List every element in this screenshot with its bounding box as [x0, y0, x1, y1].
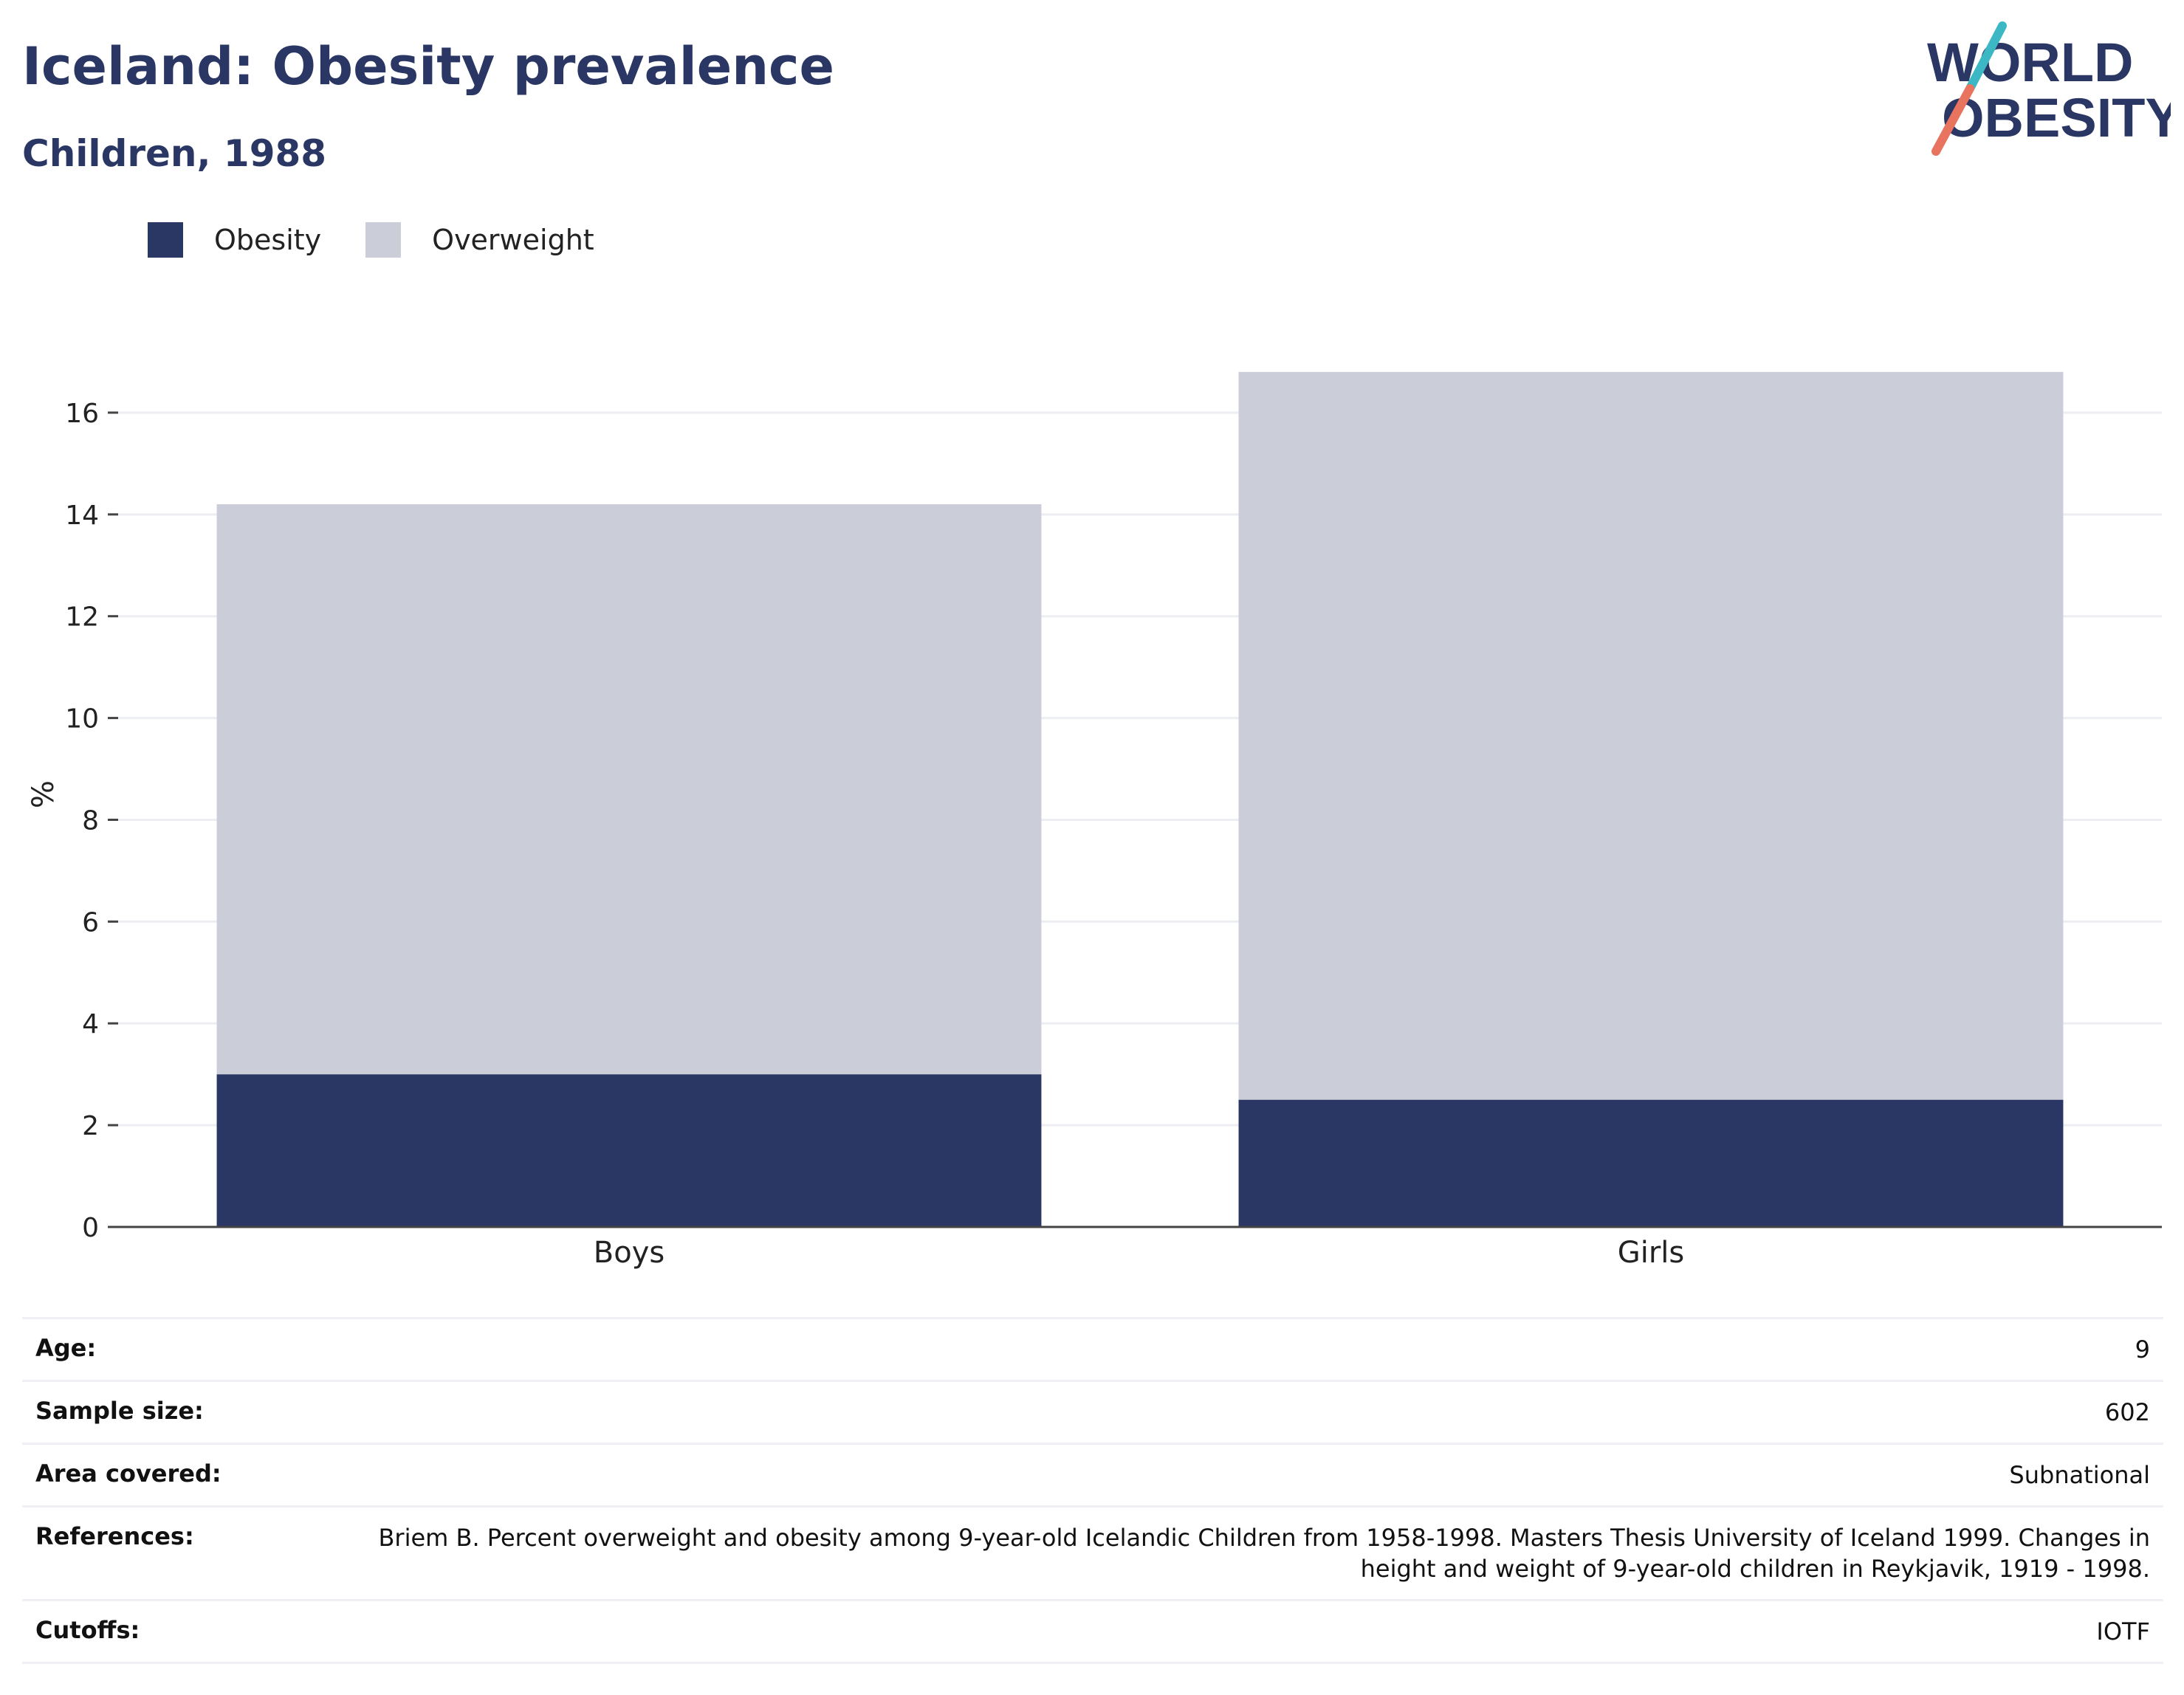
y-tick-label: 4	[82, 1009, 99, 1039]
legend-label-obesity: Obesity	[214, 224, 322, 256]
info-value: Subnational	[344, 1443, 2163, 1507]
y-tick-label: 8	[82, 805, 99, 836]
info-key: Cutoffs:	[22, 1600, 344, 1664]
legend-item-obesity[interactable]: Obesity	[148, 222, 321, 258]
legend-item-overweight[interactable]: Overweight	[365, 222, 594, 258]
chart-title: Iceland: Obesity prevalence	[22, 36, 835, 97]
info-key: Area covered:	[22, 1443, 344, 1507]
info-value: 602	[344, 1381, 2163, 1445]
world-obesity-logo: WORLD OBESITY	[1927, 21, 2171, 156]
bar-obesity-boys	[216, 1074, 1042, 1227]
info-row-age: Age: 9	[22, 1317, 2163, 1382]
info-row-references: References: Briem B. Percent overweight …	[22, 1506, 2163, 1601]
bar-overweight-boys	[216, 504, 1042, 1075]
info-row-cutoffs: Cutoffs: IOTF	[22, 1600, 2163, 1664]
stacked-bar-chart: 0 2 4 6 8 10 12 14 16% Boys Girls	[27, 371, 2162, 1270]
x-tick-label: Girls	[1618, 1236, 1685, 1270]
y-tick-label: 2	[82, 1111, 99, 1141]
info-value: Briem B. Percent overweight and obesity …	[344, 1506, 2163, 1601]
info-key: Age:	[22, 1317, 344, 1382]
info-key: References:	[22, 1506, 344, 1601]
y-tick-label: 0	[82, 1213, 99, 1243]
chart-legend: Obesity Overweight	[148, 214, 639, 266]
info-row-area-covered: Area covered: Subnational	[22, 1443, 2163, 1507]
info-value: IOTF	[344, 1600, 2163, 1664]
y-tick-label: 14	[65, 501, 99, 531]
legend-label-overweight: Overweight	[432, 224, 594, 256]
legend-swatch-overweight	[365, 222, 402, 258]
info-value: 9	[344, 1317, 2163, 1382]
svg-text:OBESITY: OBESITY	[1942, 87, 2171, 148]
svg-text:WORLD: WORLD	[1927, 32, 2134, 93]
y-axis-label: %	[27, 780, 61, 808]
info-table: Age: 9 Sample size: 602 Area covered: Su…	[22, 1317, 2163, 1664]
bar-obesity-girls	[1238, 1099, 2064, 1227]
chart-subtitle: Children, 1988	[22, 132, 327, 175]
info-row-sample-size: Sample size: 602	[22, 1381, 2163, 1445]
bar-overweight-girls	[1238, 371, 2064, 1100]
y-tick-label: 16	[65, 399, 99, 429]
y-tick-label: 12	[65, 602, 99, 633]
x-tick-label: Boys	[594, 1236, 665, 1270]
info-key: Sample size:	[22, 1381, 344, 1445]
y-tick-label: 10	[65, 704, 99, 735]
y-tick-label: 6	[82, 907, 99, 938]
legend-swatch-obesity	[148, 222, 183, 258]
